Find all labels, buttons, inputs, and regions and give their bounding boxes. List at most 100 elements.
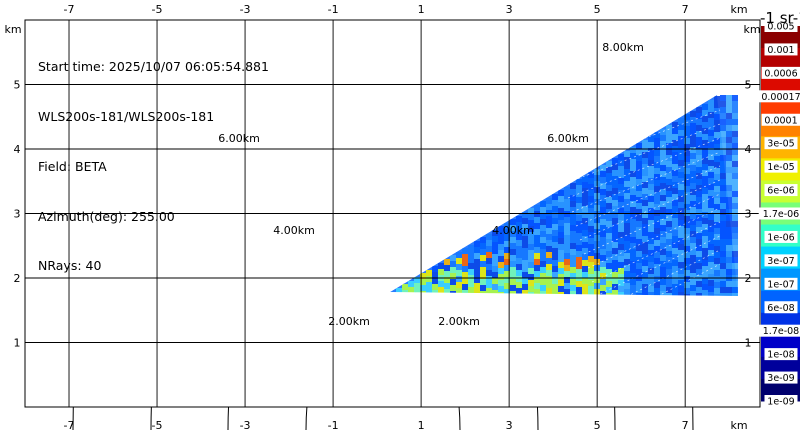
data-cell	[468, 245, 474, 251]
data-cell	[630, 273, 636, 279]
data-cell	[534, 217, 540, 223]
colorbar-label-bg	[764, 20, 798, 32]
data-cell	[516, 240, 522, 246]
data-cell	[660, 189, 666, 195]
data-cell	[678, 268, 684, 274]
data-cell	[708, 154, 714, 160]
data-cell	[558, 202, 564, 208]
data-cell	[720, 251, 726, 257]
data-cell	[456, 264, 462, 270]
data-cell	[732, 215, 738, 221]
data-cell	[648, 232, 654, 238]
data-cell	[474, 277, 480, 283]
data-cell	[612, 290, 618, 296]
data-cell	[492, 266, 498, 272]
data-cell	[726, 137, 732, 143]
data-cell	[726, 251, 732, 257]
data-cell	[690, 141, 696, 147]
data-cell	[714, 204, 720, 210]
data-cell	[696, 215, 702, 221]
data-cell	[564, 247, 570, 253]
data-cell	[702, 188, 708, 194]
data-cell	[636, 161, 642, 167]
data-cell	[606, 173, 612, 179]
data-cell	[672, 236, 678, 242]
data-cell	[498, 256, 504, 262]
data-cell	[576, 209, 582, 215]
data-cell	[684, 156, 690, 162]
data-cell	[636, 191, 642, 197]
data-cell	[654, 276, 660, 282]
data-cell	[702, 218, 708, 224]
data-cell	[636, 269, 642, 275]
data-cell	[480, 237, 486, 243]
data-cell	[522, 284, 528, 290]
data-cell	[720, 167, 726, 173]
data-cell	[528, 256, 534, 262]
data-cell	[732, 257, 738, 263]
data-cell	[696, 191, 702, 197]
data-cell	[576, 269, 582, 275]
data-cell	[570, 231, 576, 237]
data-cell	[672, 218, 678, 224]
data-cell	[576, 287, 582, 293]
x-tick-label-bottom: -1	[328, 419, 339, 432]
data-cell	[720, 263, 726, 269]
data-cell	[642, 260, 648, 266]
data-cell	[432, 278, 438, 284]
data-cell	[582, 212, 588, 218]
data-cell	[576, 227, 582, 233]
data-cell	[672, 272, 678, 278]
data-cell	[498, 262, 504, 268]
data-cell	[672, 194, 678, 200]
data-cell	[528, 244, 534, 250]
data-cell	[714, 264, 720, 270]
data-cell	[516, 246, 522, 252]
data-cell	[726, 191, 732, 197]
data-cell	[552, 272, 558, 278]
data-cell	[684, 144, 690, 150]
data-cell	[660, 219, 666, 225]
data-cell	[564, 289, 570, 295]
data-cell	[546, 276, 552, 282]
data-cell	[708, 184, 714, 190]
data-cell	[630, 267, 636, 273]
data-cell	[558, 244, 564, 250]
data-cell	[624, 283, 630, 289]
data-cell	[690, 273, 696, 279]
data-cell	[666, 197, 672, 203]
data-cell	[690, 195, 696, 201]
data-cell	[408, 281, 414, 287]
data-cell	[552, 254, 558, 260]
data-cell	[642, 278, 648, 284]
data-cell	[702, 176, 708, 182]
data-cell	[600, 261, 606, 267]
data-cell	[690, 213, 696, 219]
data-cell	[540, 237, 546, 243]
data-cell	[582, 284, 588, 290]
data-cell	[708, 136, 714, 142]
data-cell	[540, 267, 546, 273]
data-cell	[462, 248, 468, 254]
data-cell	[612, 254, 618, 260]
data-cell	[648, 250, 654, 256]
data-cell	[654, 252, 660, 258]
data-cell	[672, 242, 678, 248]
data-cell	[630, 159, 636, 165]
data-cell	[426, 270, 432, 276]
data-cell	[732, 239, 738, 245]
data-cell	[486, 240, 492, 246]
data-cell	[732, 209, 738, 215]
data-cell	[678, 286, 684, 292]
data-cell	[726, 149, 732, 155]
data-cell	[726, 185, 732, 191]
data-cell	[672, 248, 678, 254]
data-ray	[571, 151, 721, 213]
data-cell	[558, 226, 564, 232]
data-cell	[720, 221, 726, 227]
data-cell	[546, 264, 552, 270]
data-cell	[492, 284, 498, 290]
data-cell	[726, 155, 732, 161]
data-cell	[462, 260, 468, 266]
data-cell	[648, 256, 654, 262]
